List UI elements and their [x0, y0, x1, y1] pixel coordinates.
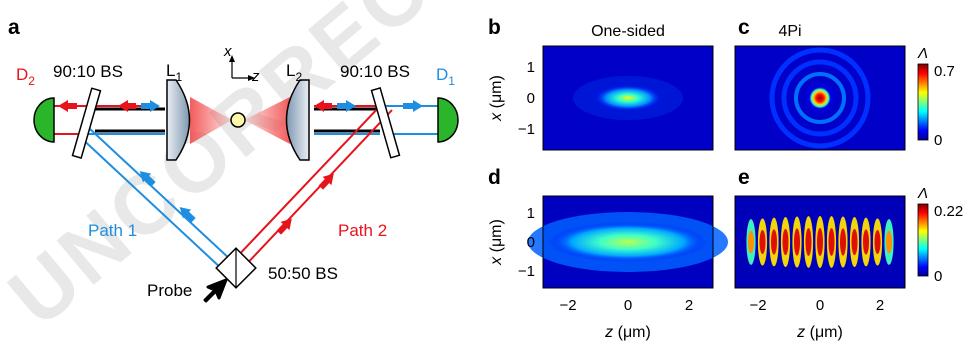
map-e-xtick-m2: −2: [749, 297, 766, 314]
map-c: [734, 45, 906, 151]
map-d-xtick-2: 2: [685, 297, 693, 314]
map-e: [734, 195, 906, 289]
arrow-path1-2-icon: [179, 207, 196, 223]
map-d-ytick-1: 1: [527, 205, 535, 222]
map-d-xtick-0: 0: [624, 297, 632, 314]
detector-d1: [437, 97, 459, 143]
bs-right: [370, 87, 401, 159]
path2-label: Path 2: [338, 221, 387, 240]
bs-left: [71, 87, 102, 159]
detector-d1-label: D1: [436, 65, 455, 88]
colorbar-top-max: 0.7: [934, 63, 955, 80]
map-b-title: One-sided: [591, 23, 665, 40]
bs-center: [215, 247, 257, 289]
map-e-xlabel: z (μm): [796, 324, 843, 341]
map-d: [528, 195, 728, 289]
panel-label-d: d: [488, 166, 501, 189]
lens-l1-label: L1: [166, 61, 182, 84]
arrow-blue-right-2-icon: [337, 100, 356, 112]
map-b: [542, 45, 714, 151]
arrow-path2-2-icon: [318, 173, 334, 190]
bs-right-label: 90:10 BS: [340, 62, 410, 81]
arrow-blue-right-1-icon: [141, 100, 160, 112]
map-e-fringes: [746, 216, 894, 268]
colorbar-bottom: Λ 0.22 0: [917, 185, 963, 285]
map-e-xtick-0: 0: [816, 297, 824, 314]
probe-label: Probe: [147, 281, 192, 300]
path1-inner: [89, 128, 233, 262]
map-b-ytick-m1: −1: [518, 121, 535, 138]
map-b-ytick-1: 1: [527, 59, 535, 76]
axis-x-label: x: [223, 43, 232, 60]
watermark: UNCORRECTED PROOF: [0, 0, 851, 344]
colorbar-bottom-min: 0: [934, 268, 942, 285]
setup-diagram: a: [8, 16, 459, 303]
map-b-ytick-0: 0: [527, 90, 535, 107]
arrow-red-left-1-icon: [58, 100, 77, 112]
bs-left-label: 90:10 BS: [53, 62, 123, 81]
arrow-path2-1-icon: [276, 218, 292, 235]
map-e-xtick-2: 2: [876, 297, 884, 314]
detector-d2: [33, 97, 55, 143]
arrow-red-left-2-icon: [118, 100, 136, 112]
path2-outer: [240, 109, 393, 271]
axes-indicator: x z: [223, 43, 260, 85]
probe-arrow-icon: [203, 278, 228, 303]
bs-center-label: 50:50 BS: [268, 264, 338, 283]
axis-z-label: z: [251, 68, 260, 85]
map-d-ytick-0: 0: [527, 234, 535, 251]
map-d-xtick-m2: −2: [559, 297, 576, 314]
map-c-title: 4Pi: [778, 23, 801, 40]
panel-label-b: b: [488, 16, 501, 39]
path2-inner: [232, 104, 382, 262]
panel-label-a: a: [8, 16, 20, 39]
map-d-xlabel: z (μm): [604, 324, 651, 341]
panel-label-e: e: [738, 166, 750, 189]
map-d-ytick-m1: −1: [518, 263, 535, 280]
lens-l2-label: L2: [286, 61, 302, 84]
colorbar-bottom-symbol: Λ: [917, 185, 928, 202]
colorbar-bottom-max: 0.22: [934, 203, 963, 220]
map-d-ylabel: x (μm): [488, 219, 505, 266]
panel-label-c: c: [738, 16, 750, 39]
path1-outer: [77, 134, 224, 271]
map-b-ylabel: x (μm): [488, 75, 505, 122]
colorbar-top-symbol: Λ: [917, 45, 928, 62]
maps: b c d e One-sided 4Pi: [488, 16, 963, 341]
arrow-path1-1-icon: [139, 171, 156, 187]
lens-l2: [285, 79, 310, 161]
focus-cone-right: [244, 97, 290, 144]
sample-particle: [230, 112, 246, 128]
detector-d2-label: D2: [16, 65, 35, 88]
arrow-blue-right-3-icon: [403, 100, 423, 112]
arrow-red-left-3-icon: [314, 100, 332, 112]
colorbar-top: Λ 0.7 0: [917, 45, 955, 149]
colorbar-top-min: 0: [934, 132, 942, 149]
path1-label: Path 1: [88, 221, 137, 240]
focus-cone-left: [190, 97, 232, 144]
lens-l1: [166, 79, 191, 161]
